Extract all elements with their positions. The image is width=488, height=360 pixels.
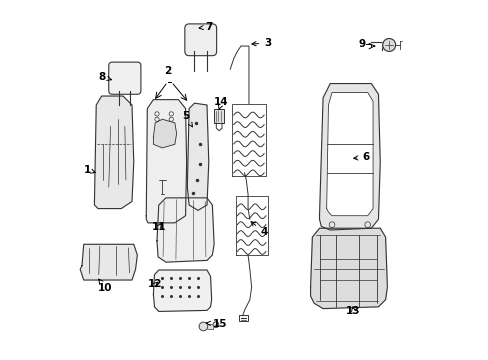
Text: 9: 9	[357, 39, 365, 49]
Polygon shape	[153, 270, 211, 311]
Circle shape	[213, 322, 218, 328]
Text: 6: 6	[353, 152, 369, 162]
FancyBboxPatch shape	[108, 62, 141, 94]
Polygon shape	[80, 244, 137, 280]
Text: 1: 1	[83, 165, 95, 175]
Text: 2: 2	[164, 66, 171, 76]
Polygon shape	[187, 103, 208, 210]
Polygon shape	[146, 100, 186, 223]
Text: 7: 7	[199, 22, 212, 32]
Text: 5: 5	[182, 111, 192, 127]
Text: 14: 14	[214, 97, 228, 110]
Bar	[214, 109, 224, 123]
Circle shape	[199, 322, 207, 331]
Circle shape	[382, 39, 395, 51]
Polygon shape	[310, 228, 386, 309]
Bar	[206, 324, 213, 329]
Text: 12: 12	[148, 279, 162, 289]
Text: 15: 15	[206, 319, 226, 329]
Polygon shape	[94, 96, 134, 208]
FancyBboxPatch shape	[184, 24, 216, 56]
Polygon shape	[326, 93, 372, 216]
Text: 3: 3	[251, 38, 271, 48]
Polygon shape	[153, 119, 176, 148]
Text: 13: 13	[346, 306, 360, 316]
Polygon shape	[157, 198, 214, 262]
Text: 4: 4	[250, 222, 267, 237]
Text: 11: 11	[151, 222, 166, 232]
Text: 10: 10	[98, 279, 112, 293]
Polygon shape	[319, 84, 380, 230]
Text: 8: 8	[99, 72, 111, 82]
Bar	[239, 315, 247, 321]
